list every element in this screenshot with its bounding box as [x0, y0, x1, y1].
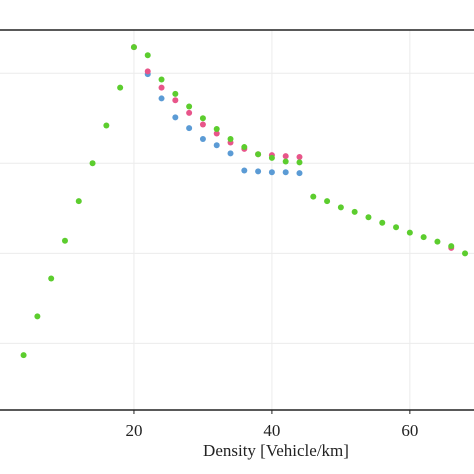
point — [48, 275, 55, 282]
point — [268, 169, 275, 176]
x-tick-label: 40 — [263, 421, 280, 440]
point — [199, 115, 206, 122]
point — [324, 198, 331, 205]
point — [172, 90, 179, 97]
point — [117, 84, 124, 91]
point — [172, 97, 179, 104]
point — [434, 238, 441, 245]
point — [75, 198, 82, 205]
point — [448, 243, 455, 250]
point — [268, 154, 275, 161]
point — [213, 126, 220, 133]
point — [462, 250, 469, 257]
point — [227, 150, 234, 157]
point — [337, 204, 344, 211]
point — [255, 151, 262, 158]
point — [199, 135, 206, 142]
point — [20, 352, 27, 359]
point — [186, 125, 193, 132]
point — [282, 153, 289, 160]
point — [282, 169, 289, 176]
point — [282, 158, 289, 165]
point — [241, 144, 248, 151]
point — [227, 135, 234, 142]
point — [379, 219, 386, 226]
point — [213, 130, 220, 137]
x-tick-label: 60 — [401, 421, 418, 440]
x-tick-label: 20 — [125, 421, 142, 440]
point — [255, 168, 262, 175]
point — [172, 114, 179, 121]
point — [296, 153, 303, 160]
point — [365, 214, 372, 221]
point — [158, 76, 165, 83]
point — [296, 170, 303, 177]
point — [310, 193, 317, 200]
point — [186, 109, 193, 116]
point — [406, 229, 413, 236]
point — [103, 122, 110, 129]
point — [158, 84, 165, 91]
point — [420, 234, 427, 241]
x-axis-label: Density [Vehicle/km] — [203, 441, 349, 460]
point — [186, 103, 193, 110]
point — [158, 95, 165, 102]
point — [296, 159, 303, 166]
point — [213, 142, 220, 149]
point — [351, 208, 358, 215]
point — [199, 121, 206, 128]
point — [61, 237, 68, 244]
point — [89, 160, 96, 167]
point — [144, 52, 151, 59]
point — [144, 68, 151, 75]
point — [34, 313, 41, 320]
point — [130, 44, 137, 51]
point — [241, 167, 248, 174]
point — [393, 224, 400, 231]
